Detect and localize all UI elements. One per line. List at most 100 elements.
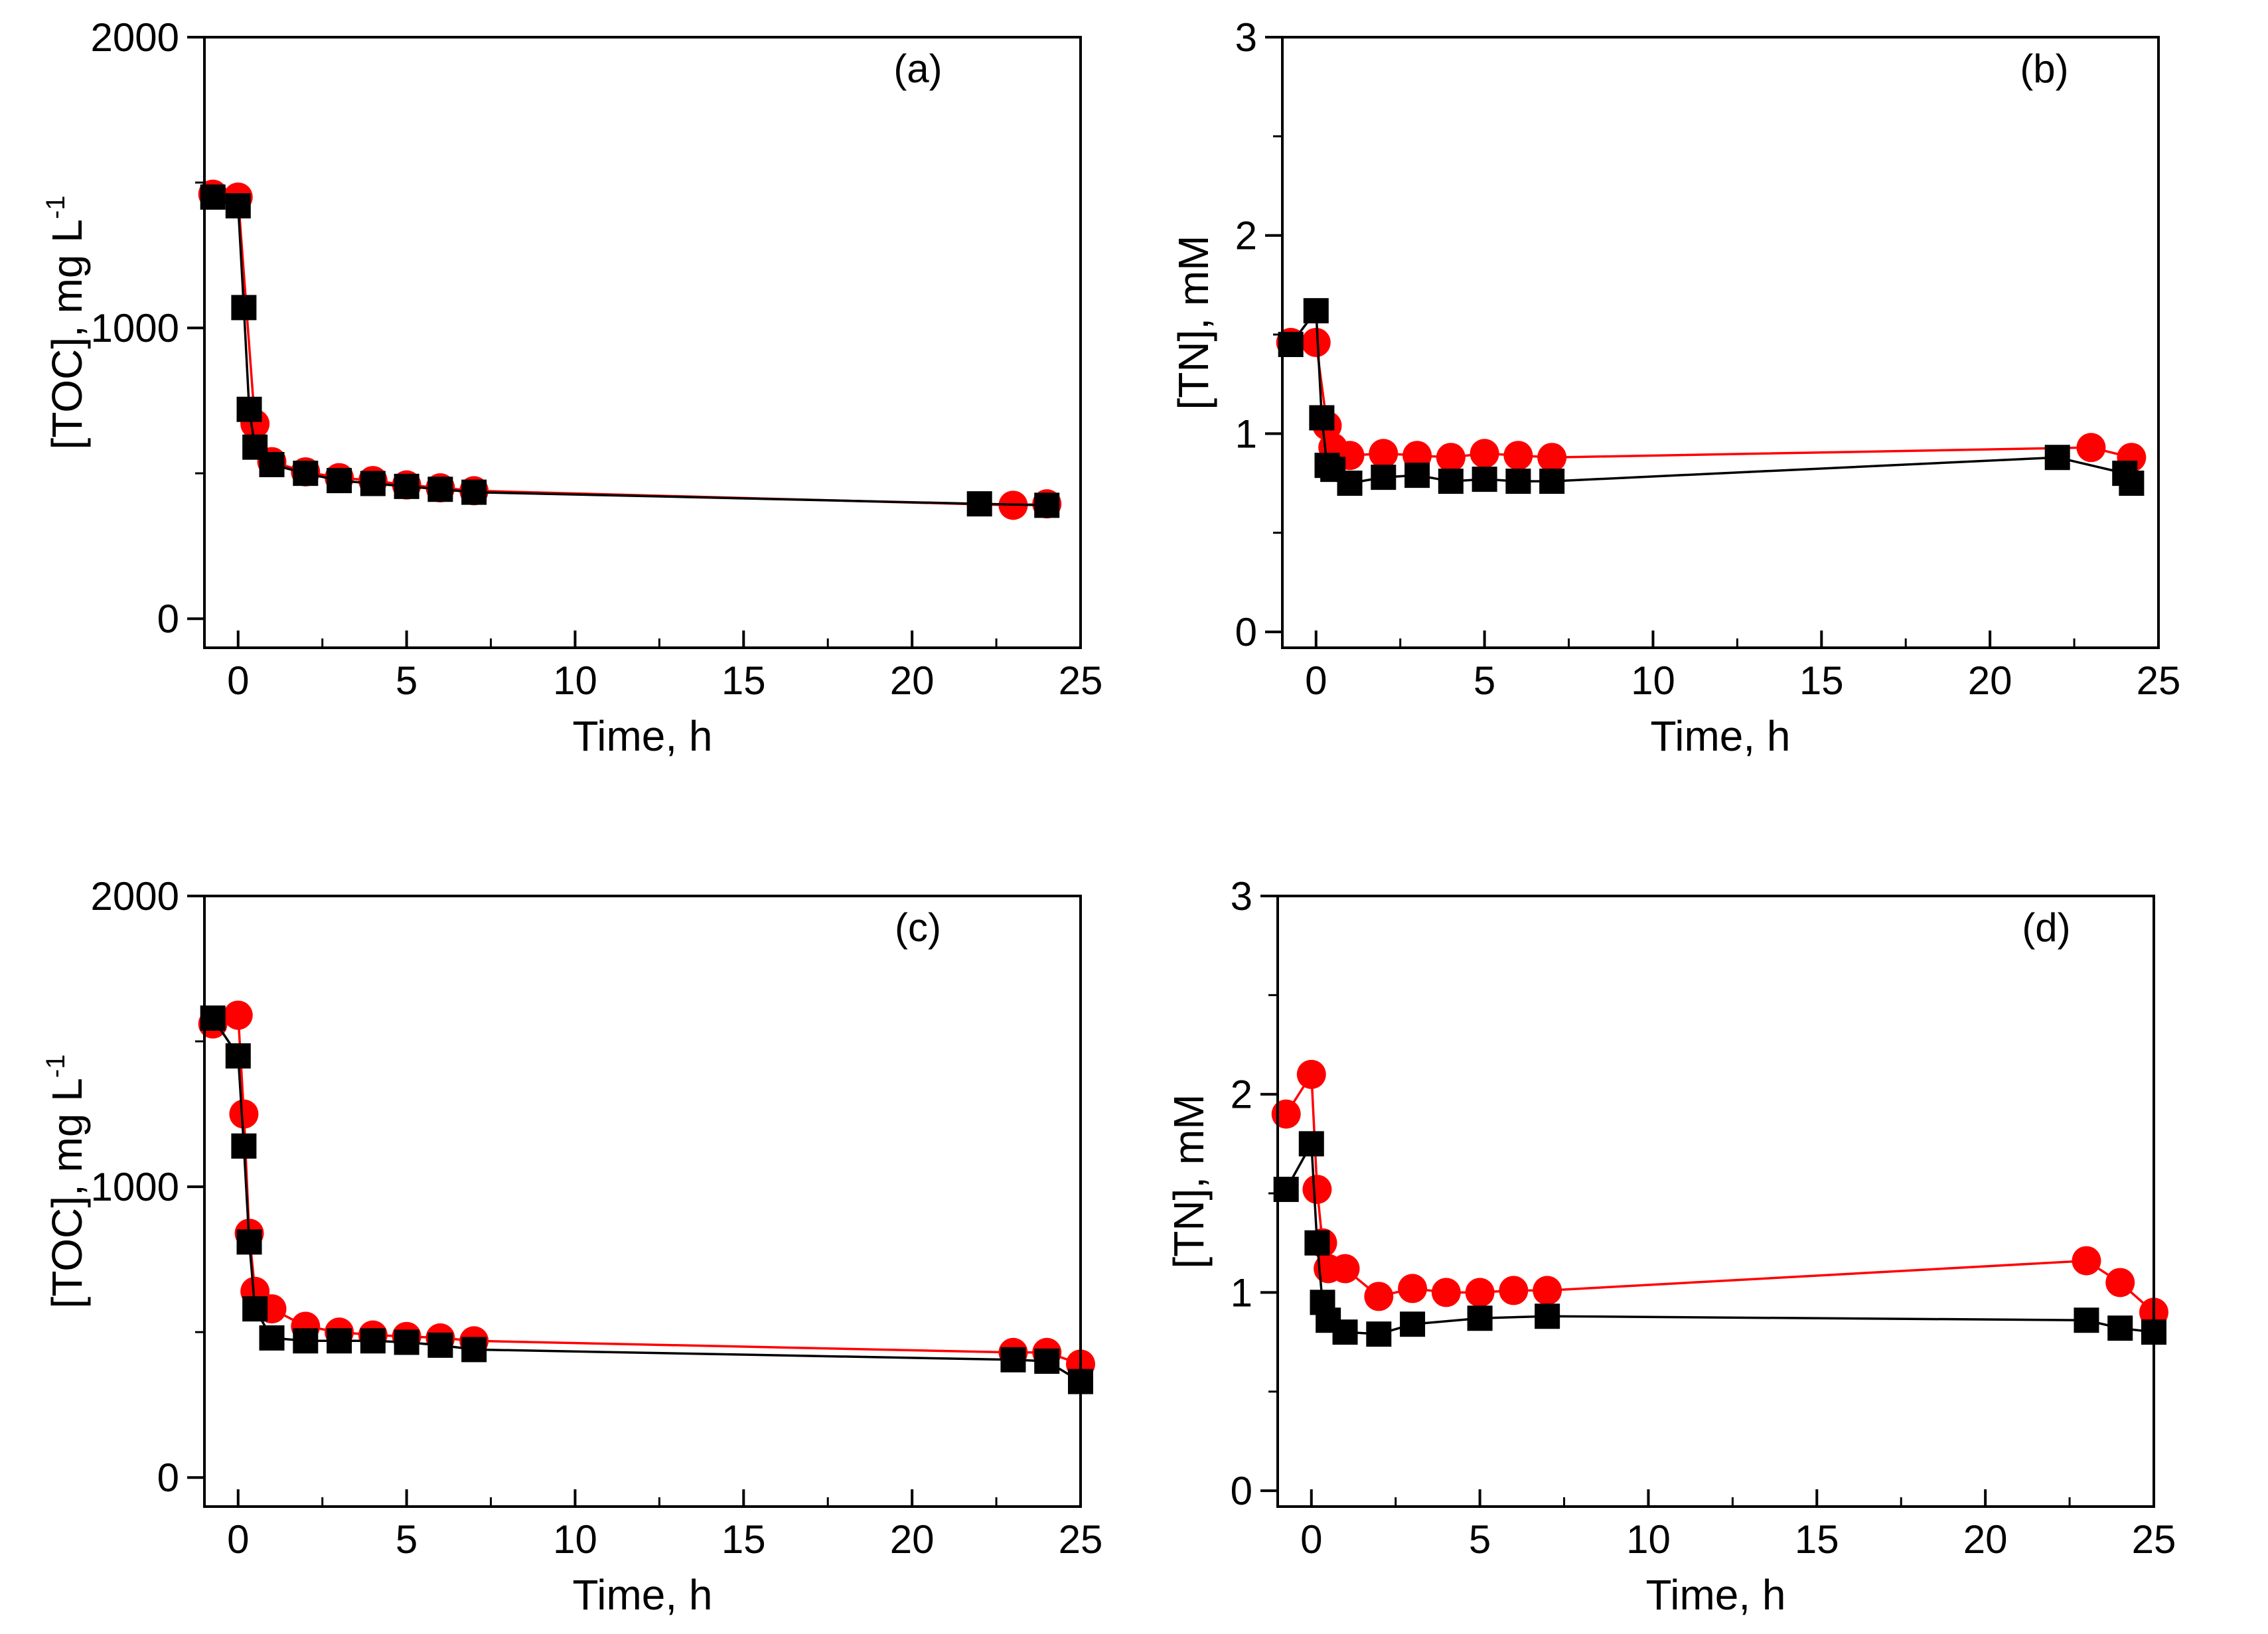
y-axis-title: [TOC], mg L-1 <box>41 1055 91 1309</box>
panel-d: 0 5 10 15 20 25 0 1 2 3 (d) Time, h [TN], mM <box>1165 874 2176 1619</box>
data-point-square <box>1371 465 1397 490</box>
y-tick-label: 0 <box>1235 610 1257 654</box>
data-point-square <box>327 1328 352 1354</box>
plot-frame <box>1281 36 2160 649</box>
data-point-circle <box>1296 1059 1326 1089</box>
data-point-circle <box>1369 439 1399 469</box>
data-point-square <box>242 1296 268 1322</box>
data-point-circle <box>2076 433 2106 463</box>
x-axis-title: Time, h <box>573 712 713 760</box>
x-tick-label: 25 <box>1059 1517 1103 1562</box>
x-tick-label: 25 <box>2137 658 2181 703</box>
data-point-square <box>427 477 453 502</box>
data-point-circle <box>1465 1278 1495 1307</box>
x-tick-label: 10 <box>1626 1517 1671 1562</box>
data-point-square <box>236 396 262 422</box>
data-point-circle <box>1364 1282 1394 1311</box>
x-tick-label: 20 <box>1968 658 2012 703</box>
x-tick-label: 0 <box>227 1517 249 1562</box>
data-point-circle <box>1431 1278 1461 1307</box>
x-tick-label: 15 <box>721 658 766 703</box>
panel-a: 0 5 10 15 20 25 0 1000 2000 (a) Time, h [TOC], m… <box>41 15 1102 760</box>
panel-c: 0 5 10 15 20 25 0 1000 2000 (c) Time, h [TOC], m… <box>41 874 1102 1619</box>
x-tick-label: 20 <box>890 1517 935 1562</box>
x-tick-label: 5 <box>1474 658 1495 703</box>
data-point-circle <box>1436 443 1466 473</box>
data-point-circle <box>1330 1254 1360 1284</box>
y-tick-label: 0 <box>1231 1469 1252 1513</box>
data-point-square <box>327 468 352 494</box>
data-point-square <box>225 193 251 219</box>
panel-b: 0 5 10 15 20 25 0 1 2 3 (b) Time, h [TN], mM <box>1170 15 2180 760</box>
plot-frame <box>203 895 1082 1508</box>
data-point-square <box>1472 467 1497 492</box>
data-point-square <box>1332 1319 1358 1345</box>
plot-frame <box>203 36 1082 649</box>
y-tick-label: 0 <box>157 1455 179 1500</box>
y-axis-title: [TOC], mg L-1 <box>41 196 91 450</box>
data-point-square <box>2044 445 2070 471</box>
data-point-circle <box>1302 1175 1332 1205</box>
y-axis-title: [TN], mM <box>1165 1094 1213 1268</box>
x-tick-label: 20 <box>1963 1517 2008 1562</box>
x-tick-label: 10 <box>553 1517 597 1562</box>
data-point-circle <box>1499 1276 1529 1305</box>
series-line-circle <box>212 192 1047 507</box>
data-point-square <box>1000 1347 1026 1373</box>
data-point-square <box>1505 469 1531 494</box>
data-point-square <box>1438 469 1464 494</box>
data-point-square <box>360 1328 386 1354</box>
data-point-square <box>1337 471 1363 496</box>
y-axis-title-superscript: -1 <box>41 1055 70 1078</box>
series-line-circle <box>1290 341 2132 459</box>
data-point-square <box>231 295 257 321</box>
x-tick-label: 15 <box>721 1517 766 1562</box>
data-point-circle <box>223 1000 253 1030</box>
data-point-square <box>1298 1131 1324 1157</box>
series-line-circle <box>212 1013 1081 1365</box>
y-tick-label: 1 <box>1231 1270 1252 1315</box>
data-point-square <box>1535 1303 1560 1329</box>
data-point-square <box>1304 1230 1330 1256</box>
data-point-square <box>360 471 386 496</box>
x-axis-title: Time, h <box>1651 712 1791 760</box>
y-axis-title-main: [TN], mM <box>1170 235 1217 409</box>
data-point-square <box>259 452 285 477</box>
panel-label: (d) <box>2022 905 2070 950</box>
data-point-circle <box>2105 1268 2135 1298</box>
data-point-square <box>1400 1311 1426 1337</box>
data-point-circle <box>1271 1099 1301 1129</box>
data-point-square <box>2074 1307 2099 1333</box>
x-tick-label: 0 <box>1305 658 1327 703</box>
plot-frame <box>1276 895 2155 1508</box>
y-tick-label: 1 <box>1235 411 1257 456</box>
y-tick-label: 2000 <box>91 874 179 919</box>
x-tick-label: 10 <box>1631 658 1675 703</box>
x-tick-label: 25 <box>1059 658 1103 703</box>
series-line-square <box>212 196 1047 507</box>
data-point-square <box>461 1337 487 1363</box>
data-point-square <box>1309 405 1335 431</box>
data-point-circle <box>1301 328 1331 357</box>
data-point-square <box>231 1133 257 1159</box>
y-axis-title-main: [TN], mM <box>1165 1094 1213 1268</box>
data-point-circle <box>1398 1274 1428 1303</box>
data-point-square <box>427 1332 453 1358</box>
y-tick-label: 2 <box>1235 214 1257 258</box>
data-point-square <box>2119 471 2145 496</box>
y-tick-label: 3 <box>1235 15 1257 60</box>
x-tick-label: 25 <box>2132 1517 2176 1562</box>
y-tick-label: 2 <box>1231 1073 1252 1117</box>
y-axis-title-superscript: -1 <box>41 196 70 220</box>
data-point-circle <box>1537 443 1567 473</box>
data-point-circle <box>1503 441 1533 471</box>
panel-label: (a) <box>893 46 942 91</box>
data-point-square <box>1303 298 1329 324</box>
data-point-square <box>1404 463 1430 488</box>
y-axis-title-main: [TOC], mg L <box>43 1078 91 1308</box>
x-tick-label: 15 <box>1795 1517 1839 1562</box>
data-point-square <box>1539 469 1565 494</box>
data-point-square <box>1034 492 1060 518</box>
y-tick-label: 0 <box>157 597 179 641</box>
x-tick-label: 5 <box>396 1517 417 1562</box>
